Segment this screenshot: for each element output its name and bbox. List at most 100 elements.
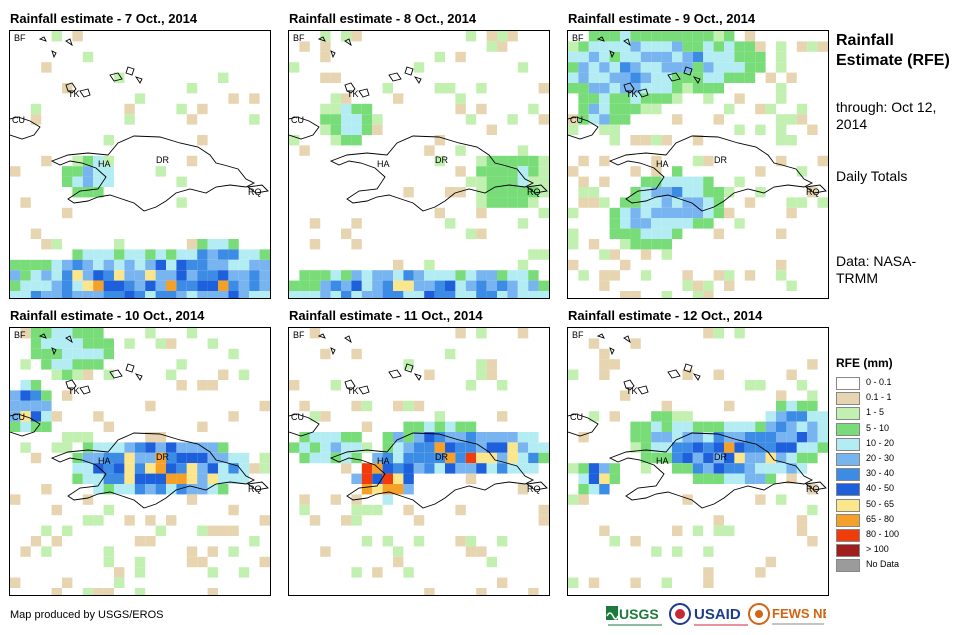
rainfall-cell	[145, 484, 156, 495]
rainfall-cell	[599, 124, 610, 135]
rainfall-cell	[640, 452, 652, 464]
rainfall-cell	[620, 218, 631, 229]
rainfall-cell	[393, 400, 404, 412]
rainfall-cell	[309, 270, 321, 281]
rainfall-cell	[393, 473, 404, 484]
rainfall-cell	[609, 249, 620, 260]
rainfall-cell	[538, 187, 549, 198]
rainfall-cell	[41, 546, 52, 557]
rainfall-cell	[578, 494, 589, 505]
rainfall-cell	[713, 442, 724, 453]
rainfall-cell	[145, 328, 156, 339]
rainfall-cell	[651, 187, 662, 198]
island-coastline	[358, 385, 370, 395]
legend-label: 0 - 0.1	[866, 377, 892, 387]
rainfall-cell	[197, 270, 208, 281]
rainfall-cell	[578, 83, 589, 94]
rainfall-cell	[197, 380, 208, 391]
rainfall-cell	[155, 291, 166, 298]
rainfall-cell	[455, 280, 466, 291]
rainfall-cell	[341, 114, 352, 125]
island-coastline	[65, 335, 73, 344]
rainfall-cell	[361, 484, 373, 495]
rainfall-cell	[486, 124, 497, 135]
rainfall-cell	[361, 280, 373, 291]
rainfall-cell	[476, 432, 487, 443]
rainfall-cell	[609, 228, 620, 239]
usaid-logo: USAID	[694, 602, 750, 635]
rainfall-cell	[497, 166, 508, 177]
label-bf: BF	[572, 33, 584, 43]
rainfall-cell	[734, 93, 745, 104]
rainfall-cell	[476, 588, 487, 595]
legend-label: 80 - 100	[866, 529, 900, 539]
rainfall-cell	[620, 114, 631, 125]
rainfall-cell	[259, 291, 270, 298]
rainfall-cell	[351, 270, 362, 281]
rainfall-cell	[361, 291, 373, 298]
rainfall-cell	[403, 452, 414, 464]
rainfall-cell	[796, 432, 808, 443]
fewsnet-logo: FEWS NET	[748, 602, 839, 635]
rainfall-cell	[341, 135, 352, 146]
rainfall-cell	[672, 93, 683, 104]
rainfall-cell	[692, 83, 704, 94]
rainfall-cell	[249, 463, 260, 474]
rainfall-cell	[134, 452, 146, 464]
rainfall-cell	[724, 62, 735, 73]
rainfall-cell	[41, 239, 52, 250]
rainfall-cell	[228, 259, 239, 271]
rainfall-cell	[309, 328, 321, 339]
rainfall-cell	[403, 473, 414, 484]
rainfall-cell	[465, 228, 477, 239]
rainfall-cell	[186, 259, 198, 271]
rainfall-cell	[620, 207, 631, 219]
rainfall-cell	[538, 114, 549, 125]
island-coastline	[344, 82, 356, 94]
rainfall-cell	[445, 280, 456, 291]
rainfall-cell	[82, 249, 94, 260]
rainfall-cell	[517, 328, 529, 339]
rainfall-cell	[755, 452, 766, 464]
rainfall-cell	[445, 463, 456, 474]
rainfall-cell	[259, 280, 270, 291]
island-coastline	[667, 72, 681, 82]
rainfall-cell	[62, 176, 73, 187]
rainfall-cell	[609, 93, 620, 104]
rainfall-cell	[330, 93, 341, 104]
rainfall-cell	[517, 145, 529, 156]
rainfall-cell	[713, 207, 724, 219]
rainfall-cell	[713, 369, 724, 380]
rainfall-cell	[51, 348, 62, 360]
rainfall-cell	[640, 207, 652, 219]
rainfall-cell	[299, 270, 310, 281]
rainfall-cell	[528, 588, 539, 595]
rainfall-cell	[609, 473, 620, 484]
rainfall-cell	[713, 463, 724, 474]
rainfall-cell	[259, 270, 270, 281]
rainfall-cell	[455, 145, 466, 156]
rainfall-cell	[289, 442, 300, 453]
rainfall-cell	[517, 291, 529, 298]
label-rq: RQ	[527, 187, 541, 197]
legend-swatch	[836, 453, 860, 466]
rainfall-cell	[103, 348, 114, 360]
rainfall-cell	[528, 291, 539, 298]
rainfall-cell	[155, 166, 166, 177]
panel-title-oct9: Rainfall estimate - 9 Oct., 2014	[568, 11, 756, 26]
rainfall-cell	[238, 452, 250, 464]
rainfall-cell	[755, 421, 766, 432]
rainfall-cell	[599, 41, 610, 52]
rainfall-cell	[588, 187, 600, 198]
rainfall-cell	[661, 228, 672, 239]
rainfall-cell	[93, 463, 104, 474]
rainfall-cell	[507, 187, 518, 198]
rainfall-cell	[41, 400, 52, 412]
rainfall-cell	[692, 452, 704, 464]
rainfall-cell	[197, 421, 208, 432]
puerto-rico-coastline	[525, 481, 548, 491]
rainfall-cell	[93, 270, 104, 281]
rainfall-cell	[486, 187, 497, 198]
rainfall-cell	[486, 31, 497, 42]
rainfall-cell	[134, 473, 146, 484]
